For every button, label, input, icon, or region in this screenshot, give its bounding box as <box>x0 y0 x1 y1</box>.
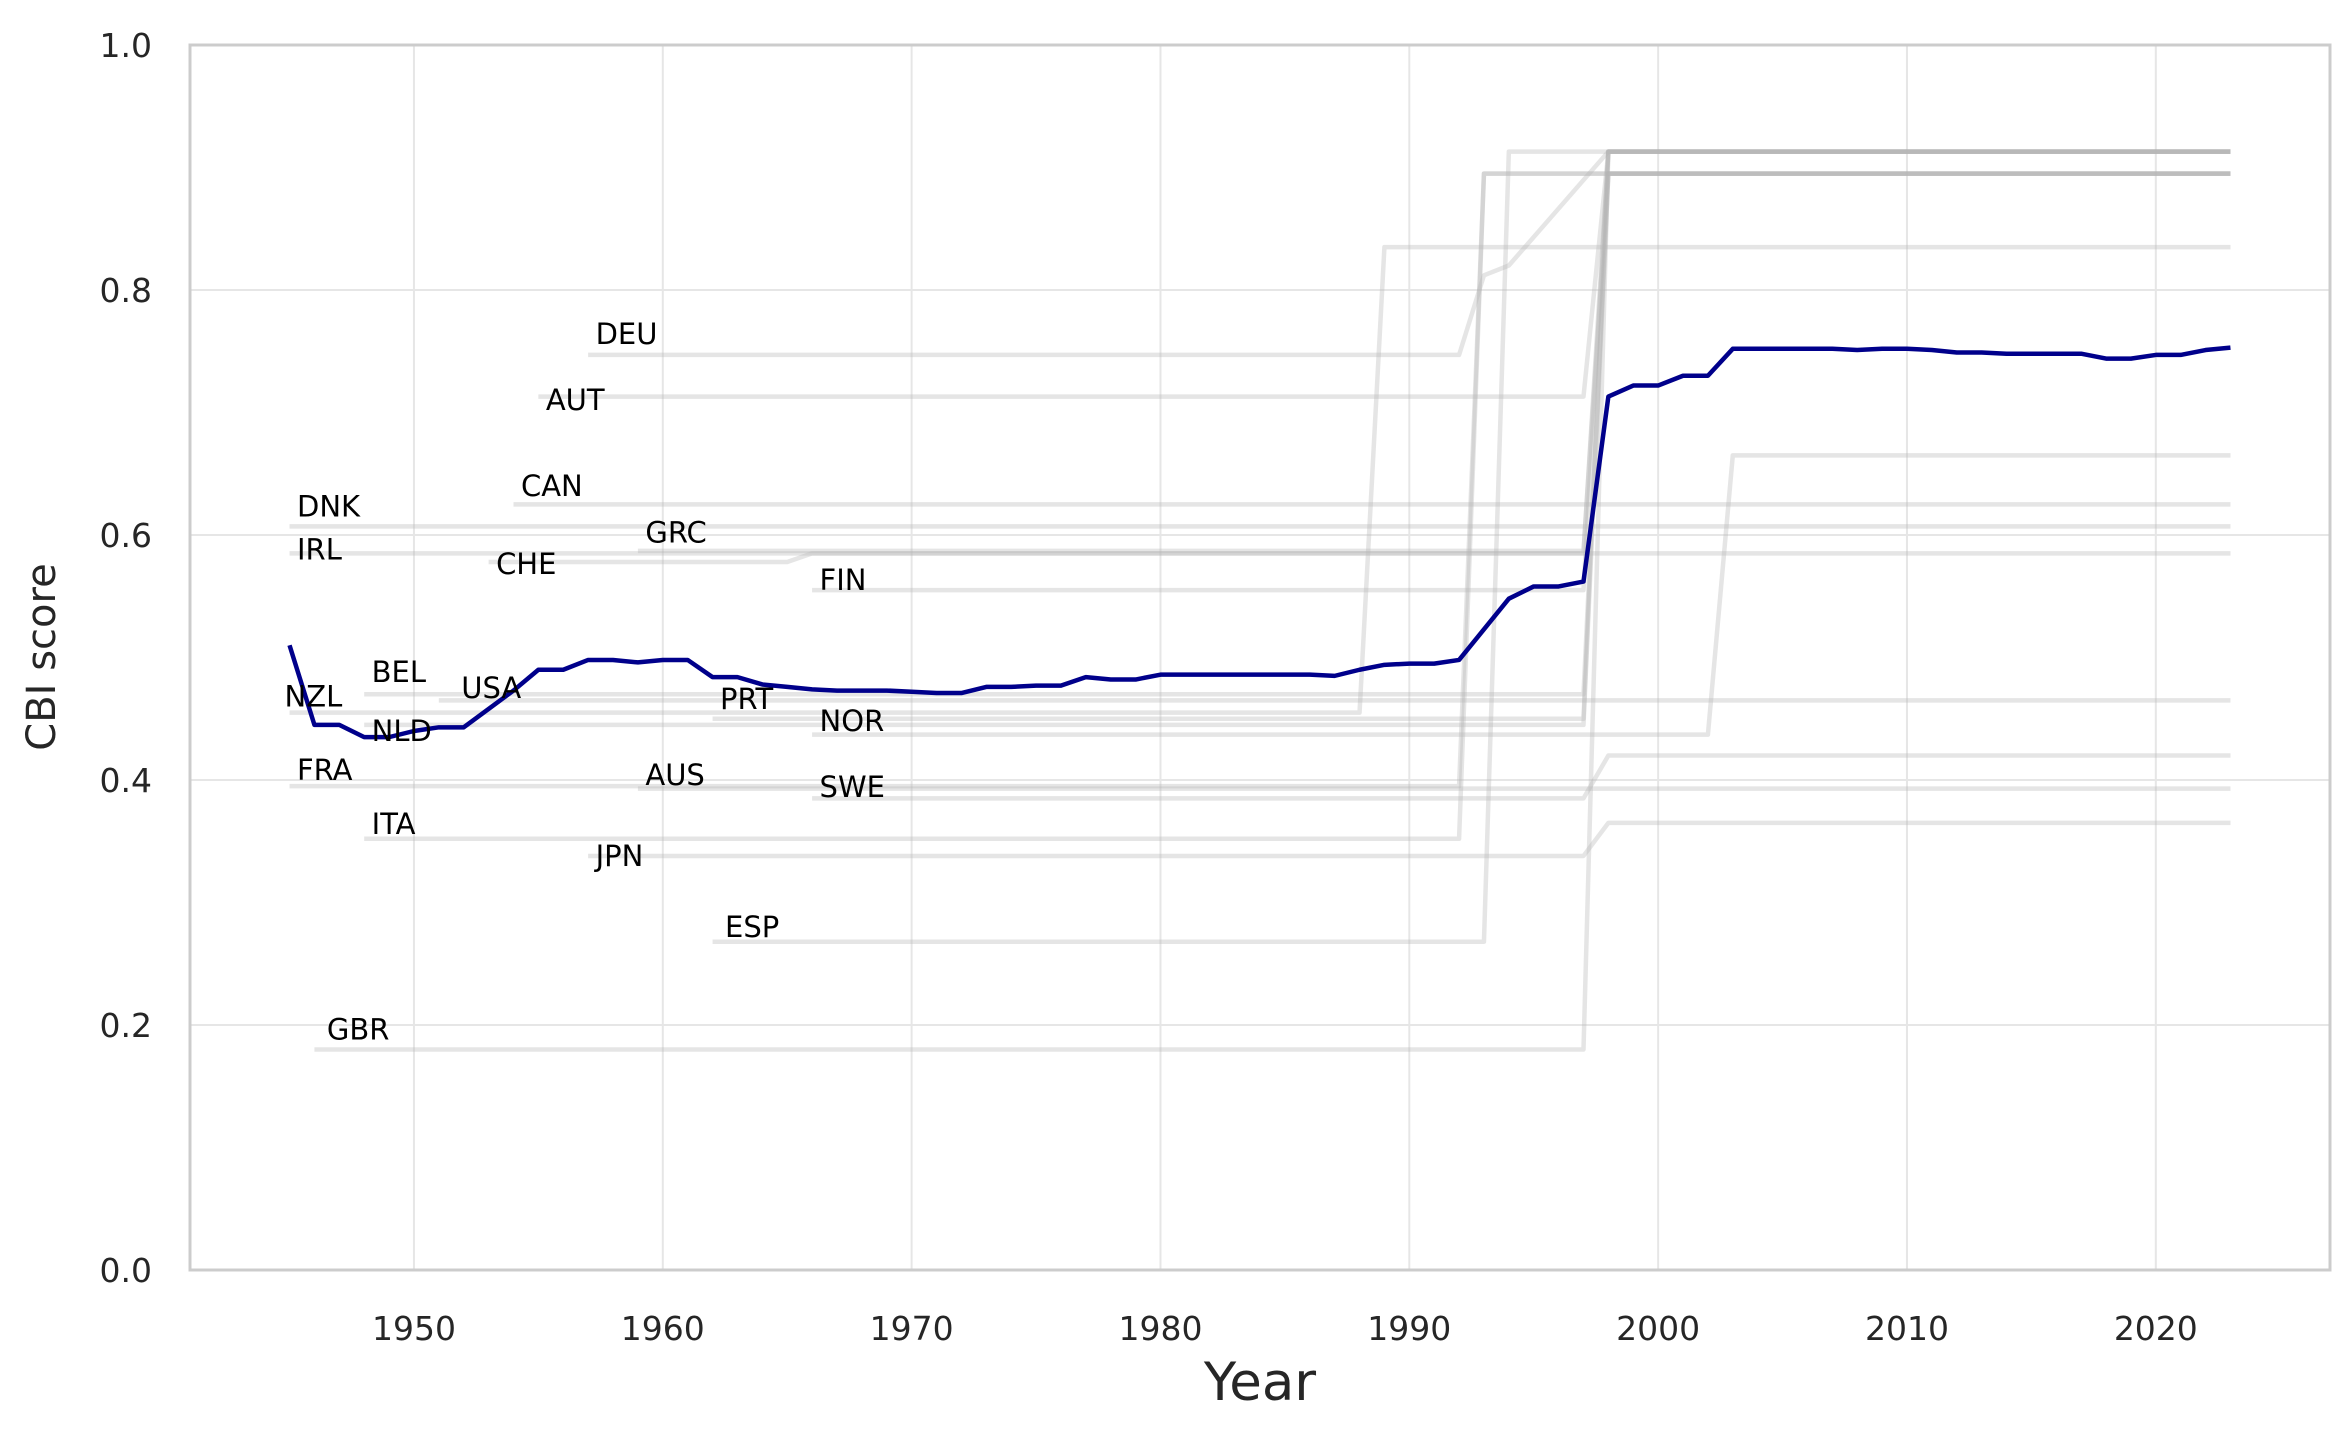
country-label-aut: AUT <box>546 383 605 417</box>
country-label-grc: GRC <box>645 515 706 549</box>
country-label-fra: FRA <box>297 753 353 787</box>
country-line-esp <box>712 149 2231 944</box>
country-line-prt <box>712 149 2231 721</box>
x-axis-ticks: 1950 1960 1970 1980 1990 2000 2010 2020 <box>372 1309 2198 1348</box>
country-line-nld <box>364 171 2231 728</box>
y-tick-label: 0.2 <box>100 1006 152 1045</box>
country-label-irl: IRL <box>297 533 342 567</box>
country-label-nld: NLD <box>372 714 432 748</box>
country-label-jpn: JPN <box>594 839 644 873</box>
country-label-che: CHE <box>496 547 556 581</box>
x-tick-label: 1970 <box>870 1309 954 1348</box>
country-line-jpn <box>588 820 2231 859</box>
country-label-nor: NOR <box>820 704 885 738</box>
x-tick-label: 1990 <box>1367 1309 1451 1348</box>
country-label-gbr: GBR <box>327 1013 390 1047</box>
country-labels: DEU AUT CAN DNK IRL CHE GRC FIN BEL USA NZL NLD PRT N… <box>285 317 885 1047</box>
country-line-aut <box>538 149 2231 399</box>
x-tick-label: 1960 <box>621 1309 705 1348</box>
country-line-nor <box>812 453 2231 737</box>
y-axis-title: CBI score <box>19 563 65 750</box>
country-label-esp: ESP <box>725 910 779 944</box>
y-tick-label: 1.0 <box>100 26 152 65</box>
country-series-lines <box>289 149 2231 1052</box>
x-tick-label: 2010 <box>1865 1309 1949 1348</box>
country-line-che <box>488 551 2231 565</box>
country-label-dnk: DNK <box>297 490 361 524</box>
grid <box>190 44 2330 1271</box>
country-label-aus: AUS <box>645 758 704 792</box>
x-tick-label: 2000 <box>1616 1309 1700 1348</box>
country-label-swe: SWE <box>820 770 885 804</box>
country-line-bel <box>364 171 2231 697</box>
country-label-ita: ITA <box>372 807 416 841</box>
country-label-prt: PRT <box>720 682 774 716</box>
country-line-fra <box>289 171 2231 789</box>
x-tick-label: 1980 <box>1118 1309 1202 1348</box>
x-tick-label: 2020 <box>2114 1309 2198 1348</box>
country-label-bel: BEL <box>372 655 426 689</box>
y-axis-ticks: 0.0 0.2 0.4 0.6 0.8 1.0 <box>100 26 152 1290</box>
y-tick-label: 0.4 <box>100 761 152 800</box>
y-tick-label: 0.0 <box>100 1251 152 1290</box>
x-tick-label: 1950 <box>372 1309 456 1348</box>
x-axis-title: Year <box>1203 1352 1316 1413</box>
country-line-ita <box>364 171 2231 842</box>
mean-series-line <box>287 345 2231 740</box>
country-line-fin <box>812 149 2231 593</box>
country-label-can: CAN <box>521 469 583 503</box>
country-label-deu: DEU <box>596 317 658 351</box>
country-label-usa: USA <box>461 671 521 705</box>
y-tick-label: 0.8 <box>100 271 152 310</box>
country-line-nzl <box>289 244 2231 715</box>
country-line-grc <box>637 171 2231 554</box>
country-line-irl <box>289 149 2231 556</box>
country-line-gbr <box>314 149 2231 1052</box>
country-label-fin: FIN <box>820 563 867 597</box>
plot-frame <box>188 43 2332 1272</box>
mean-line <box>287 345 2231 740</box>
y-tick-label: 0.6 <box>100 516 152 555</box>
country-line-swe <box>812 753 2231 801</box>
country-label-nzl: NZL <box>285 680 343 714</box>
country-line-deu <box>588 149 2231 358</box>
